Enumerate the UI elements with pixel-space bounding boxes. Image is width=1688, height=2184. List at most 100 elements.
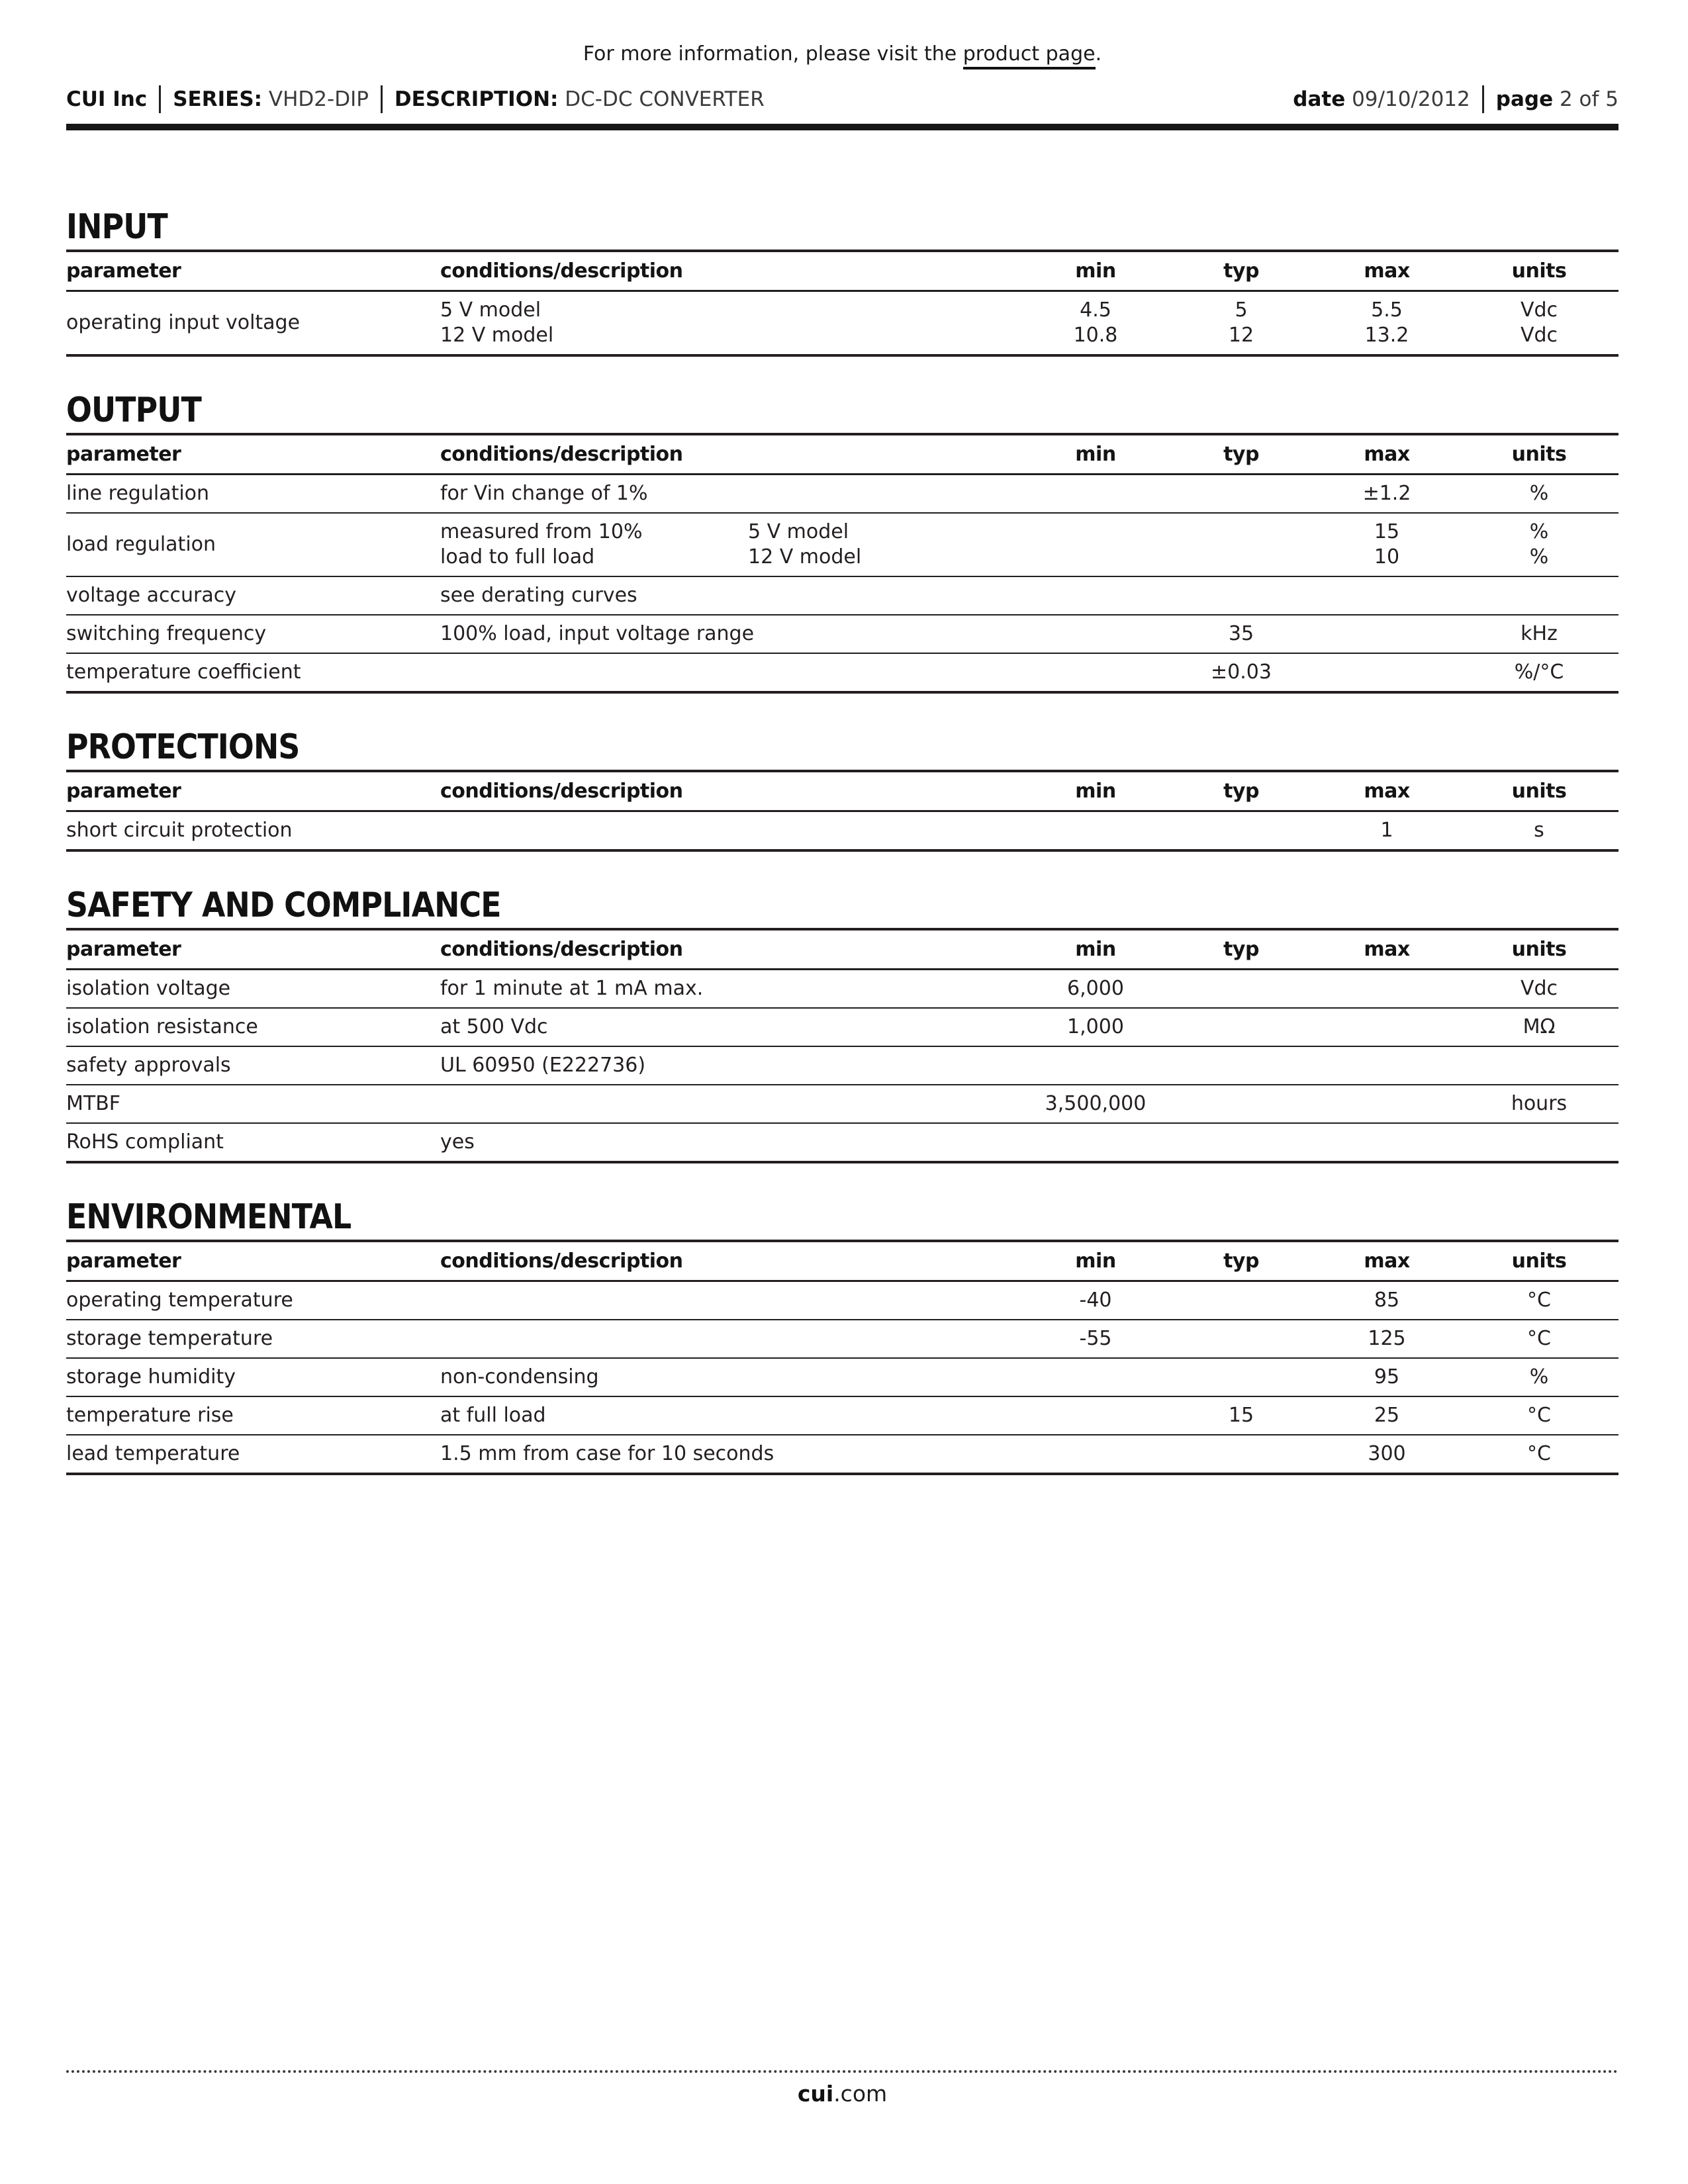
description-label: DESCRIPTION: bbox=[394, 87, 559, 111]
units-cell bbox=[1460, 1053, 1618, 1078]
col-header-min: min bbox=[1075, 780, 1116, 803]
table-row: lead temperature 1.5 mm from case for 10… bbox=[66, 1435, 1618, 1473]
section-input: INPUT parameter conditions/description m… bbox=[66, 210, 1618, 357]
param-cell: MTBF bbox=[66, 1092, 121, 1115]
min-cell bbox=[1023, 1403, 1168, 1428]
typ-cell bbox=[1168, 1053, 1314, 1078]
product-page-link[interactable]: product page bbox=[962, 42, 1096, 69]
col-header-min: min bbox=[1075, 938, 1116, 961]
param-cell: temperature coefficient bbox=[66, 660, 301, 684]
conditions-sub-cell bbox=[748, 1053, 1023, 1078]
max-cell: 95 bbox=[1374, 1365, 1400, 1388]
conditions-sub-cell bbox=[748, 1130, 1023, 1155]
min-cell bbox=[1023, 583, 1168, 608]
col-header-typ: typ bbox=[1223, 1250, 1259, 1273]
cui-website-link[interactable]: cui.com bbox=[798, 2081, 887, 2107]
param-cell: load regulation bbox=[66, 533, 216, 556]
typ-cell bbox=[1168, 976, 1314, 1001]
conditions-cell: see derating curves bbox=[440, 584, 637, 607]
min-cell: 1,000 bbox=[1067, 1015, 1124, 1038]
conditions-cell: for 1 minute at 1 mA max. bbox=[440, 977, 704, 1000]
typ-cell bbox=[1168, 583, 1314, 608]
conditions-sub-cell bbox=[748, 481, 1023, 506]
divider bbox=[1481, 85, 1484, 113]
units-cell bbox=[1460, 1130, 1618, 1155]
param-cell: safety approvals bbox=[66, 1054, 231, 1077]
conditions-sub-cell bbox=[748, 660, 1023, 685]
table-row: operating temperature -40 85 °C bbox=[66, 1282, 1618, 1320]
min-cell bbox=[1023, 660, 1168, 685]
conditions-cell: for Vin change of 1% bbox=[440, 482, 648, 505]
col-header-parameter: parameter bbox=[66, 443, 181, 466]
param-cell: storage temperature bbox=[66, 1327, 273, 1350]
divider bbox=[380, 85, 383, 113]
table-row: line regulation for Vin change of 1% ±1.… bbox=[66, 475, 1618, 514]
section-title: INPUT bbox=[66, 207, 168, 247]
datasheet-page: For more information, please visit the p… bbox=[66, 0, 1618, 1475]
doc-header: CUI Inc SERIES: VHD2-DIP DESCRIPTION: DC… bbox=[66, 85, 1618, 130]
units-cell: % bbox=[1529, 1365, 1549, 1388]
table-row: operating input voltage 5 V model 12 V m… bbox=[66, 292, 1618, 354]
min-cell: -40 bbox=[1079, 1289, 1112, 1312]
site-bold: cui bbox=[797, 2081, 834, 2107]
conditions-cell: at 500 Vdc bbox=[440, 1015, 548, 1038]
input-table: parameter conditions/description min typ… bbox=[66, 250, 1618, 357]
series-value: VHD2-DIP bbox=[268, 87, 369, 111]
conditions-sub-cell bbox=[748, 818, 1023, 843]
min-cell bbox=[1023, 818, 1168, 843]
col-header-typ: typ bbox=[1223, 938, 1259, 961]
section-safety: SAFETY AND COMPLIANCE parameter conditio… bbox=[66, 888, 1618, 1163]
table-header-row: parameter conditions/description min typ… bbox=[66, 931, 1618, 970]
col-header-max: max bbox=[1364, 938, 1410, 961]
col-header-typ: typ bbox=[1223, 443, 1259, 466]
conditions-cell bbox=[440, 1326, 748, 1351]
col-header-units: units bbox=[1511, 938, 1567, 961]
col-header-typ: typ bbox=[1223, 259, 1259, 283]
col-header-units: units bbox=[1511, 259, 1567, 283]
section-protections: PROTECTIONS parameter conditions/descrip… bbox=[66, 730, 1618, 852]
table-row: storage humidity non-condensing 95 % bbox=[66, 1359, 1618, 1397]
typ-cell bbox=[1168, 1091, 1314, 1116]
table-row: temperature coefficient ±0.03 %/°C bbox=[66, 654, 1618, 691]
max-cell bbox=[1314, 1015, 1460, 1040]
units-cell: °C bbox=[1527, 1327, 1551, 1350]
col-header-typ: typ bbox=[1223, 780, 1259, 803]
col-header-conditions: conditions/description bbox=[440, 443, 683, 466]
col-header-conditions: conditions/description bbox=[440, 938, 683, 961]
col-header-min: min bbox=[1075, 259, 1116, 283]
typ-cell bbox=[1168, 1130, 1314, 1155]
max-cell bbox=[1314, 660, 1460, 685]
min-cell bbox=[1023, 1053, 1168, 1078]
col-header-min: min bbox=[1075, 1250, 1116, 1273]
param-cell: temperature rise bbox=[66, 1404, 234, 1427]
min-cell bbox=[1023, 621, 1168, 647]
col-header-conditions: conditions/description bbox=[440, 259, 683, 283]
table-row: isolation resistance at 500 Vdc 1,000 MΩ bbox=[66, 1009, 1618, 1047]
min-cell bbox=[1023, 481, 1168, 506]
conditions-sub-cell bbox=[748, 1365, 1023, 1390]
max-cell: 300 bbox=[1368, 1442, 1406, 1465]
table-header-row: parameter conditions/description min typ… bbox=[66, 1242, 1618, 1282]
conditions-cell: 5 V model 12 V model bbox=[440, 298, 554, 347]
col-header-parameter: parameter bbox=[66, 780, 181, 803]
max-cell: 25 bbox=[1374, 1404, 1400, 1427]
section-title: ENVIRONMENTAL bbox=[66, 1197, 352, 1237]
units-cell: °C bbox=[1527, 1289, 1551, 1312]
date-field: date 09/10/2012 bbox=[1293, 86, 1470, 113]
col-header-max: max bbox=[1364, 1250, 1410, 1273]
typ-cell bbox=[1168, 1288, 1314, 1313]
conditions-sub-cell bbox=[748, 976, 1023, 1001]
max-cell: 1 bbox=[1380, 819, 1393, 842]
param-cell: lead temperature bbox=[66, 1442, 240, 1465]
max-cell bbox=[1314, 621, 1460, 647]
conditions-sub-cell bbox=[748, 298, 1023, 348]
param-cell: operating temperature bbox=[66, 1289, 293, 1312]
typ-cell: ±0.03 bbox=[1211, 660, 1272, 684]
table-header-row: parameter conditions/description min typ… bbox=[66, 435, 1618, 475]
conditions-sub-cell: 5 V model 12 V model bbox=[748, 520, 862, 569]
min-cell: 6,000 bbox=[1067, 977, 1124, 1000]
max-cell bbox=[1314, 1130, 1460, 1155]
min-cell bbox=[1023, 1130, 1168, 1155]
param-cell: RoHS compliant bbox=[66, 1130, 224, 1154]
units-cell: °C bbox=[1527, 1442, 1551, 1465]
